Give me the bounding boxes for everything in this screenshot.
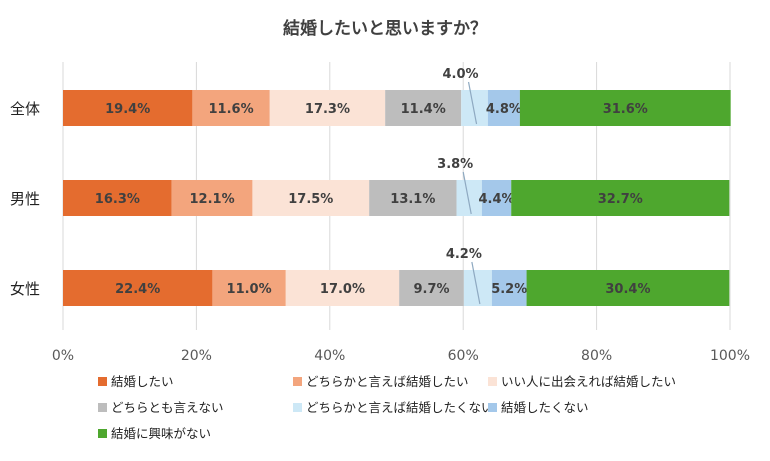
bar-segment <box>171 180 253 216</box>
x-tick-label: 80% <box>581 348 612 364</box>
data-label: 16.3% <box>95 192 140 207</box>
legend-swatch <box>98 403 107 412</box>
data-label: 4.0% <box>443 67 479 82</box>
x-tick-label: 100% <box>710 348 750 364</box>
data-label: 12.1% <box>190 192 235 207</box>
data-label: 4.2% <box>446 247 482 262</box>
bar-segment <box>519 90 731 126</box>
bar-segment <box>212 270 286 306</box>
bar-segment <box>252 180 370 216</box>
legend-swatch <box>488 403 497 412</box>
x-tick-label: 20% <box>181 348 212 364</box>
data-label: 17.5% <box>288 192 333 207</box>
bar-segment <box>369 180 457 216</box>
data-label: 5.2% <box>491 282 527 297</box>
bar-segment <box>285 270 400 306</box>
data-label: 9.7% <box>413 282 449 297</box>
data-label: 4.8% <box>486 102 522 117</box>
x-tick-label: 0% <box>52 348 74 364</box>
legend-swatch <box>98 377 107 386</box>
data-label: 11.6% <box>209 102 254 117</box>
bar-segment <box>456 180 482 216</box>
legend-label: どちらかと言えば結婚したい <box>306 374 469 389</box>
leader-line <box>471 261 481 305</box>
bar-segment <box>63 180 172 216</box>
bar-segment <box>526 270 730 306</box>
legend-swatch <box>488 377 497 386</box>
data-label: 11.4% <box>401 102 446 117</box>
x-tick-label: 60% <box>448 348 479 364</box>
data-label: 13.1% <box>390 192 435 207</box>
legend-label: 結婚したい <box>111 374 174 389</box>
legend-label: 結婚に興味がない <box>111 426 211 441</box>
leader-line <box>462 171 472 215</box>
legend: 結婚したい どちらかと言えば結婚したい いい人に出会えれば結婚したいどちらとも言えな… <box>98 374 676 441</box>
category-label: 男性 <box>10 190 40 208</box>
data-label: 4.4% <box>479 192 515 207</box>
leader-line <box>467 81 478 125</box>
bar-segment <box>511 180 730 216</box>
bar-segment <box>481 180 512 216</box>
bar-segment <box>487 90 520 126</box>
legend-swatch <box>293 403 302 412</box>
legend-swatch <box>293 377 302 386</box>
legend-label: いい人に出会えれば結婚したい <box>501 374 676 389</box>
data-label: 19.4% <box>105 102 150 117</box>
chart-title: 結婚したいと思いますか？ <box>283 18 487 39</box>
x-tick-labels: 0% 20% 40% 60% 80% 100% <box>52 348 750 364</box>
legend-swatch <box>98 429 107 438</box>
data-label: 31.6% <box>603 102 648 117</box>
bar-segment <box>399 270 464 306</box>
legend-label: 結婚したくない <box>501 400 589 415</box>
bars: 19.4% 11.6% 17.3% 11.4% 4.0% 4.8% 31.6% 16.3% 12… <box>63 67 731 306</box>
data-label: 30.4% <box>605 282 650 297</box>
data-label: 11.0% <box>227 282 272 297</box>
category-label: 全体 <box>10 100 40 118</box>
bar-segment <box>491 270 527 306</box>
x-tick-label: 40% <box>314 348 345 364</box>
data-label: 3.8% <box>437 157 473 172</box>
bar-segment <box>192 90 270 126</box>
legend-label: どちらとも言えない <box>111 400 224 415</box>
bar-segment <box>63 90 193 126</box>
legend-label: どちらかと言えば結婚したくない <box>306 400 494 415</box>
bar-segment <box>63 270 213 306</box>
bar-segment <box>463 270 492 306</box>
data-label: 22.4% <box>115 282 160 297</box>
data-label: 17.3% <box>305 102 350 117</box>
data-label: 17.0% <box>320 282 365 297</box>
bar-segment <box>461 90 488 126</box>
category-label: 女性 <box>10 280 40 298</box>
bar-segment <box>385 90 462 126</box>
bar-segment <box>269 90 386 126</box>
data-label: 32.7% <box>598 192 643 207</box>
